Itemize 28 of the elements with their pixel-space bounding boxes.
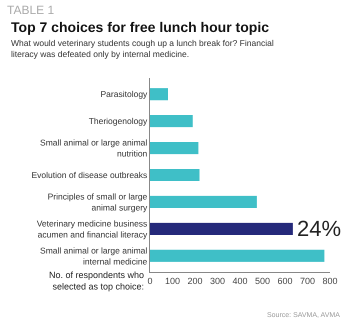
x-tick-label: 200	[187, 276, 203, 286]
x-tick-label: 700	[300, 276, 316, 286]
x-tick-label: 300	[210, 276, 226, 286]
chart-subtitle: What would veterinary students cough up a lunch break for? Financial literacy was defeated only by internal medicine.	[11, 38, 274, 60]
bar	[150, 250, 324, 262]
bar	[150, 196, 257, 208]
x-tick-label: 400	[232, 276, 248, 286]
caption: TABLE 1	[7, 3, 54, 17]
x-tick-label: 0	[147, 276, 153, 286]
bar	[150, 115, 193, 128]
x-tick-label: 500	[254, 276, 270, 286]
chart-title: Top 7 choices for free lunch hour topic	[11, 19, 270, 35]
y-tick-label: Small animal or large animal nutrition	[40, 138, 148, 159]
x-tick-label: 600	[277, 276, 293, 286]
bar	[150, 222, 293, 235]
y-tick-label: Parasitology	[100, 89, 148, 100]
y-tick-label: Theriogenology	[88, 116, 148, 126]
y-tick-label: Evolution of disease outbreaks	[32, 170, 148, 180]
y-tick-label: Principles of small or large animal surgery	[48, 191, 148, 212]
x-axis-title: No. of respondents who selected as top choice:	[49, 270, 144, 292]
x-tick-label: 100	[164, 276, 180, 286]
y-tick-label: Small animal or large animal internal medicine	[40, 245, 148, 266]
bar	[150, 88, 168, 100]
bar	[150, 142, 198, 154]
y-tick-label: Veterinary medicine business acumen and financial literacy	[36, 218, 148, 240]
x-tick-label: 800	[322, 276, 338, 286]
annotation: 24%	[297, 216, 342, 241]
bar	[150, 168, 200, 182]
